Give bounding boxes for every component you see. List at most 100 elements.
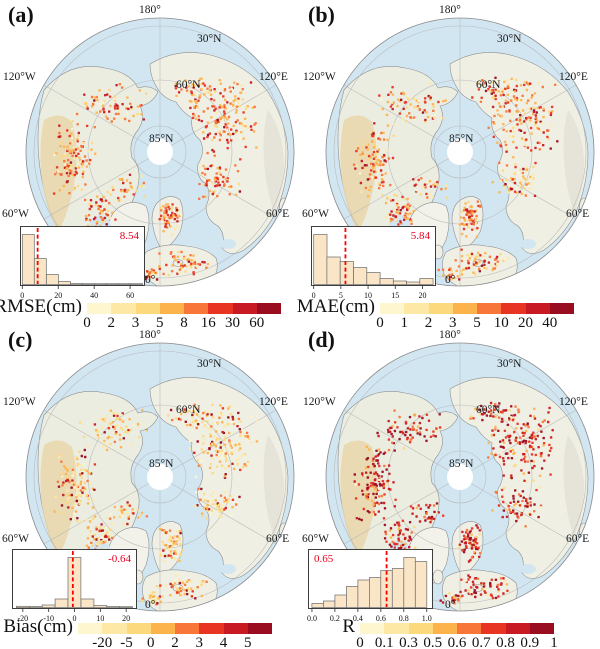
svg-text:0: 0: [73, 614, 77, 623]
label-meridian-60e: 60°E: [266, 533, 290, 545]
colorbar-segment: [452, 303, 477, 314]
polar-map: [25, 342, 295, 612]
colorbar-tick-label: 0.6: [447, 635, 467, 649]
pole-hole: [447, 464, 473, 490]
colorbar-title: MAE(cm): [296, 296, 375, 317]
label-meridian-0: 0°: [445, 274, 456, 286]
colorbar-row: RMSE(cm) 0 2 3 5 8 16 30 60: [0, 0, 300, 331]
label-meridian-120e: 120°E: [559, 396, 588, 408]
colorbar-tick-label: 0.8: [496, 635, 515, 649]
colorbar-segment: [408, 623, 433, 634]
colorbar-tick-label: 0: [147, 635, 155, 649]
label-meridian-60e: 60°E: [266, 208, 290, 220]
station-dots: [353, 401, 554, 605]
label-meridian-180: 180°: [439, 4, 461, 16]
histogram-svg: -20 -10 0 10 20 -0.64: [12, 549, 137, 623]
histogram-inset: 0 20 40 60 8.54: [20, 226, 158, 309]
colorbar-tick-label: 5: [244, 635, 252, 649]
svg-text:10: 10: [96, 614, 104, 623]
colorbar-tick-label: 16: [200, 315, 216, 331]
colorbar-title: Bias(cm): [3, 616, 73, 637]
svg-text:20: 20: [418, 291, 426, 300]
colorbar-segment: [501, 303, 526, 314]
label-meridian-60w: 60°W: [302, 208, 329, 220]
pole-hole: [147, 139, 173, 165]
label-meridian-60w: 60°W: [2, 208, 29, 220]
colorbar-segment: [126, 623, 151, 634]
colorbar-segment: [481, 623, 506, 634]
colorbar-tick-label: 40: [542, 315, 558, 331]
colorbar-segment: [175, 623, 200, 634]
svg-text:15: 15: [391, 291, 399, 300]
colorbar-tick-label: 4: [219, 635, 228, 649]
colorbar-segment: [477, 303, 502, 314]
colorbar-tick-label: 3: [131, 315, 140, 331]
histogram-inset: 0.0 0.2 0.4 0.6 0.8 1.0 0.65: [307, 549, 446, 632]
label-lat-30n: 30°N: [497, 358, 522, 370]
colorbar-tick-label: 2: [424, 315, 433, 331]
panel-label: (d): [308, 327, 335, 352]
colorbar-row: MAE(cm) 0 1 2 3 5 10 20 40: [297, 0, 600, 331]
panel-a: (a) 180° 30°N 120°W 120°E 60°N 85°N 60°W…: [0, 0, 300, 331]
colorbar-segment: [404, 303, 429, 314]
colorbar-tick-label: 30: [225, 315, 240, 331]
colorbar-segment: [150, 623, 175, 634]
colorbar-tick-label: 0: [356, 635, 364, 649]
label-lat-85n: 85°N: [449, 133, 474, 145]
colorbar-segment: [549, 303, 574, 314]
colorbar-segment: [159, 303, 184, 314]
svg-text:-20: -20: [17, 614, 28, 623]
colorbar-segment: [457, 623, 482, 634]
svg-text:20: 20: [54, 291, 62, 300]
colorbar-tick-label: 0.7: [471, 635, 491, 649]
colorbar-segment: [360, 623, 385, 634]
panel-label: (a): [8, 2, 34, 27]
label-meridian-120w: 120°W: [303, 71, 336, 83]
label-lat-30n: 30°N: [197, 33, 222, 45]
colorbar-tick-label: 2: [107, 315, 116, 331]
colorbar-segment: [184, 303, 209, 314]
colorbar-tick-label: 1: [550, 635, 558, 649]
label-meridian-120w: 120°W: [3, 396, 36, 408]
colorbar-row: R 0 0.1 0.3 0.5 0.6 0.7 0.8 0.9 1: [300, 325, 600, 649]
station-dots: [352, 76, 559, 281]
colorbar-tick-label: 20: [518, 315, 533, 331]
colorbar-tick-label: 0: [83, 315, 91, 331]
colorbar-tick-label: 2: [171, 635, 179, 649]
colorbar-tick-label: 0.1: [374, 635, 394, 649]
map-boundary: [325, 17, 595, 287]
map-boundary: [25, 342, 295, 612]
colorbar-segment: [111, 303, 136, 314]
histogram-svg: 0 5 10 15 20 5.84: [311, 226, 436, 300]
label-lat-60n: 60°N: [176, 79, 201, 91]
pole-hole: [447, 139, 473, 165]
colorbar-tick-label: 8: [180, 315, 188, 331]
svg-text:5: 5: [339, 291, 343, 300]
colorbar-segment: [208, 303, 233, 314]
map-boundary: [325, 342, 595, 612]
colorbar-tick-label: 1: [400, 315, 409, 331]
colorbar-tick-label: 10: [493, 315, 509, 331]
colorbar: 0 2 3 5 8 16 30 60: [83, 303, 281, 331]
svg-text:0: 0: [312, 291, 316, 300]
colorbar-tick-label: 5: [156, 315, 164, 331]
colorbar-segment: [78, 623, 103, 634]
label-meridian-180: 180°: [139, 329, 161, 341]
label-lat-85n: 85°N: [149, 133, 174, 145]
label-lat-85n: 85°N: [149, 458, 174, 470]
polar-map: [325, 342, 595, 612]
colorbar-segment: [223, 623, 248, 634]
colorbar-row: Bias(cm) -20 -5 0 2 3 4 5: [0, 325, 300, 649]
label-lat-30n: 30°N: [497, 33, 522, 45]
label-meridian-0: 0°: [445, 599, 456, 611]
colorbar-tick-label: 3: [195, 635, 204, 649]
svg-text:0.0: 0.0: [307, 614, 317, 623]
label-meridian-60w: 60°W: [302, 533, 329, 545]
panel-label: (b): [308, 2, 335, 27]
label-lat-60n: 60°N: [176, 404, 201, 416]
svg-text:0.6: 0.6: [376, 614, 386, 623]
svg-text:10: 10: [364, 291, 372, 300]
station-dots: [53, 403, 259, 606]
svg-text:20: 20: [122, 614, 130, 623]
